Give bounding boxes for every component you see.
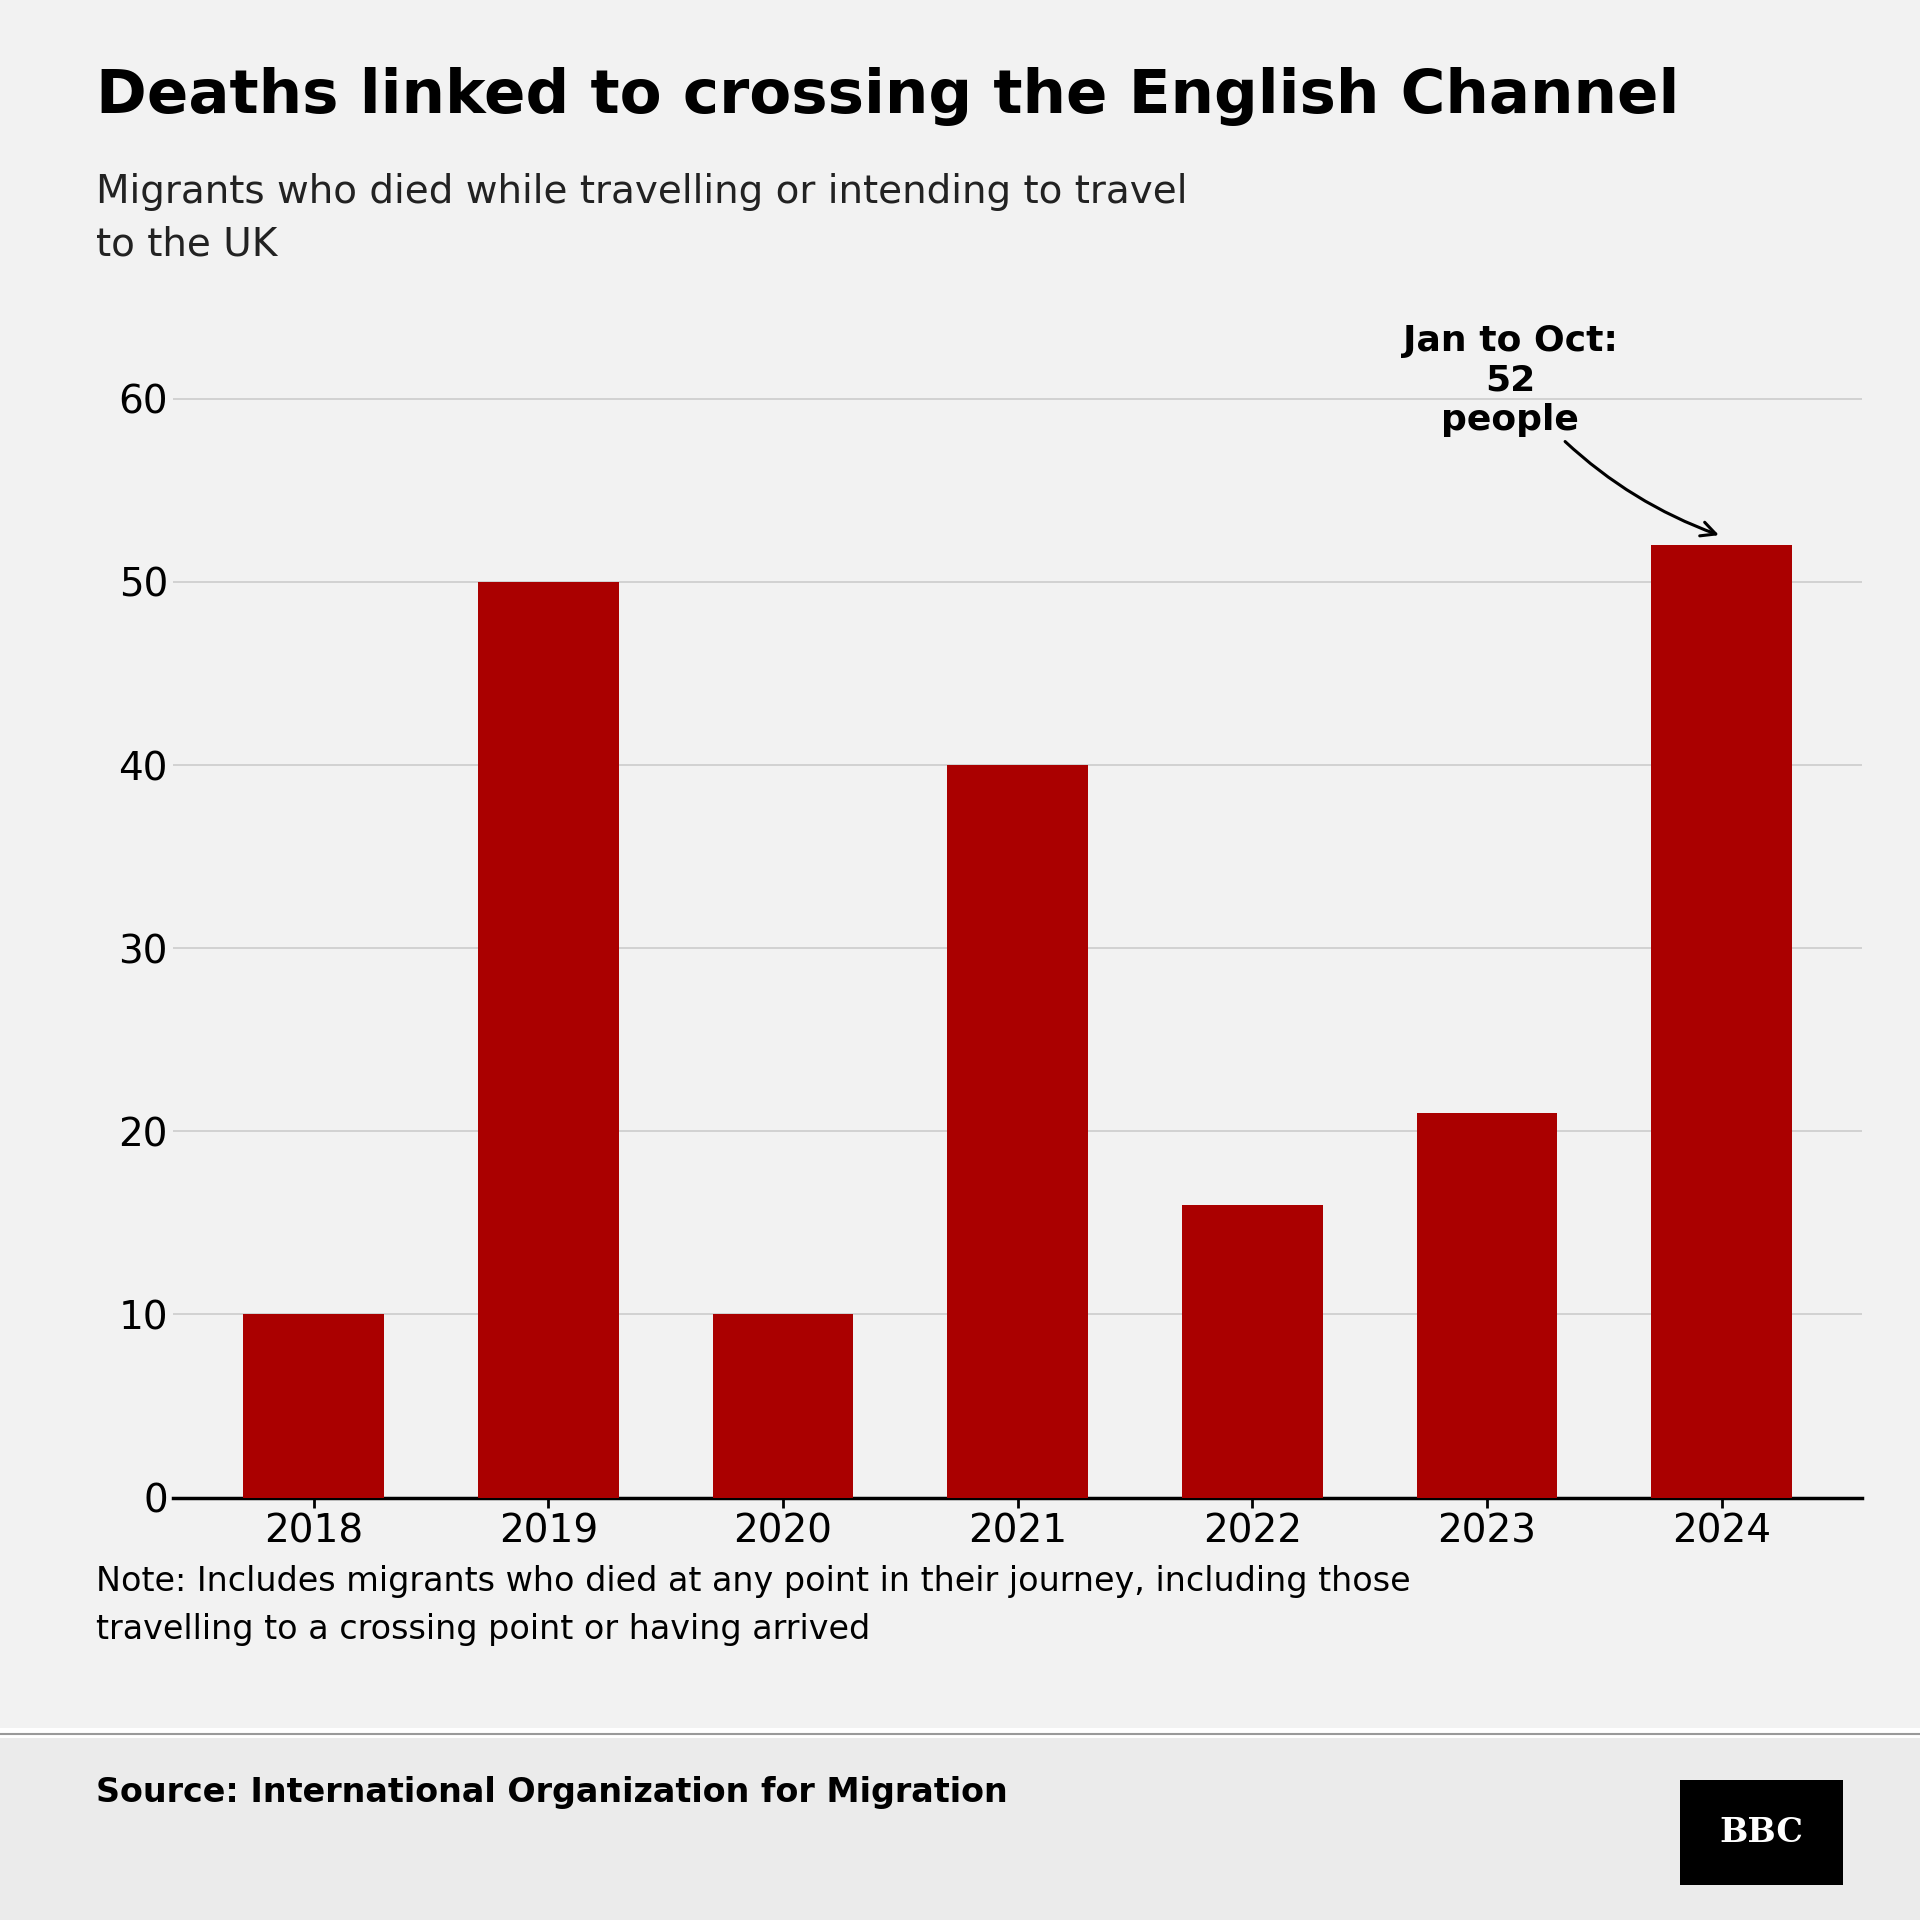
Text: Migrants who died while travelling or intending to travel
to the UK: Migrants who died while travelling or in… bbox=[96, 173, 1187, 263]
Bar bbox=[244, 1315, 384, 1498]
Text: Jan to Oct:
52
people: Jan to Oct: 52 people bbox=[1404, 324, 1716, 536]
Text: Deaths linked to crossing the English Channel: Deaths linked to crossing the English Ch… bbox=[96, 67, 1680, 127]
Bar bbox=[1183, 1204, 1323, 1498]
Text: Source: International Organization for Migration: Source: International Organization for M… bbox=[96, 1776, 1008, 1809]
Bar bbox=[947, 764, 1089, 1498]
Bar bbox=[712, 1315, 852, 1498]
Bar bbox=[478, 582, 618, 1498]
Bar bbox=[1417, 1114, 1557, 1498]
Text: Note: Includes migrants who died at any point in their journey, including those
: Note: Includes migrants who died at any … bbox=[96, 1565, 1411, 1645]
Bar bbox=[1651, 545, 1791, 1498]
Text: BBC: BBC bbox=[1720, 1816, 1803, 1849]
